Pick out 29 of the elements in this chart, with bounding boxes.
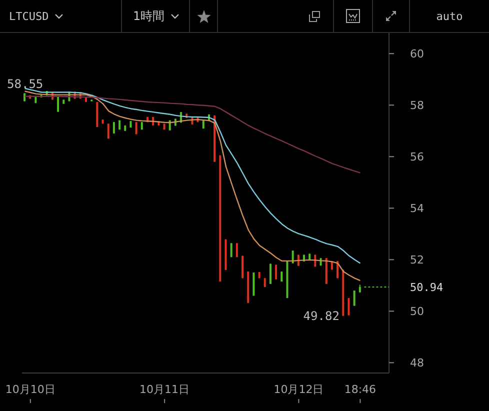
candlestick bbox=[135, 122, 138, 135]
candlestick bbox=[57, 96, 60, 112]
y-tick-label: 50 bbox=[410, 305, 424, 318]
x-tick-label: 10月10日 bbox=[5, 383, 56, 396]
candlestick bbox=[269, 263, 272, 284]
candlestick bbox=[292, 250, 294, 264]
y-tick-label: 48 bbox=[410, 356, 424, 370]
x-tick-label: 10月11日 bbox=[140, 383, 190, 396]
text: 1時間 bbox=[133, 8, 165, 24]
text: 50.94 bbox=[410, 280, 444, 294]
annotation: 49.82 bbox=[303, 308, 340, 323]
candlestick bbox=[252, 272, 255, 296]
annotation: 58.55 bbox=[7, 76, 44, 91]
candlestick bbox=[236, 242, 238, 258]
chart-title: LTCUSD bbox=[9, 10, 49, 22]
y-tick-label: 60 bbox=[410, 48, 424, 61]
y-tick-label: 52 bbox=[410, 254, 424, 267]
candlestick bbox=[348, 298, 350, 316]
candlestick bbox=[230, 242, 232, 258]
x-tick-label: 18:46 bbox=[344, 383, 376, 396]
line-series bbox=[24, 96, 361, 174]
x-tick-label: 10月12日 bbox=[274, 383, 324, 396]
candlestick bbox=[112, 122, 115, 134]
y-tick-label: 58 bbox=[410, 99, 424, 112]
y-tick-label: 56 bbox=[410, 150, 424, 164]
y-tick-label: 54 bbox=[410, 202, 424, 216]
candlestick bbox=[353, 290, 356, 306]
text: auto bbox=[436, 10, 463, 22]
candlestick bbox=[107, 123, 110, 140]
